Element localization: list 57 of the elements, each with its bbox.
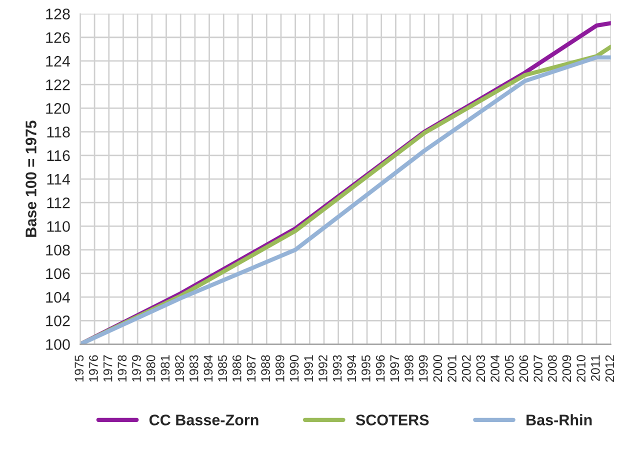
x-tick-label: 1978 xyxy=(118,355,127,382)
y-axis-title: Base 100 = 1975 xyxy=(26,120,36,237)
x-tick-label: 2010 xyxy=(576,355,586,382)
x-tick-label: 1996 xyxy=(376,355,385,382)
x-tick-label: 1993 xyxy=(332,355,342,382)
y-tick-label: 118 xyxy=(47,126,70,138)
x-tick-label: 1982 xyxy=(175,355,184,382)
y-tick-label: 108 xyxy=(46,244,70,256)
y-tick-label: 124 xyxy=(46,56,70,67)
legend-label: CC Basse-Zorn xyxy=(149,414,258,426)
x-tick-label: 1989 xyxy=(275,355,284,382)
x-tick-label: 1981 xyxy=(160,355,170,382)
y-tick-label: 126 xyxy=(46,32,70,44)
x-tick-label: 2002 xyxy=(462,355,471,382)
x-tick-label: 1975 xyxy=(74,355,84,382)
y-tick-label: 128 xyxy=(46,8,70,20)
x-tick-label: 1999 xyxy=(418,355,428,382)
y-tick-label: 120 xyxy=(46,103,70,114)
x-tick-label: 1979 xyxy=(132,355,141,382)
x-tick-label: 1983 xyxy=(189,355,198,382)
x-tick-label: 1976 xyxy=(89,355,98,382)
y-tick-label: 114 xyxy=(47,174,70,185)
x-tick-label: 1997 xyxy=(390,355,400,382)
y-tick-label: 122 xyxy=(46,79,70,90)
x-tick-label: 2009 xyxy=(562,355,572,382)
x-tick-label: 1991 xyxy=(304,355,314,382)
x-tick-label: 2000 xyxy=(433,355,442,382)
x-tick-label: 1994 xyxy=(347,355,356,382)
x-tick-label: 2008 xyxy=(548,355,557,382)
x-tick-label: 2011 xyxy=(590,355,600,381)
y-tick-label: 104 xyxy=(46,292,70,303)
y-tick-label: 102 xyxy=(46,316,70,326)
y-tick-label: 110 xyxy=(47,221,70,232)
x-tick-label: 1998 xyxy=(404,355,414,382)
x-tick-label: 1988 xyxy=(261,355,270,382)
x-tick-label: 2006 xyxy=(519,355,528,382)
x-tick-label: 1985 xyxy=(218,355,227,382)
x-tick-label: 2012 xyxy=(605,355,614,382)
legend-label: Bas-Rhin xyxy=(526,414,592,426)
x-tick-label: 1992 xyxy=(318,355,328,382)
x-tick-label: 2003 xyxy=(476,355,486,382)
legend-label: SCOTERS xyxy=(356,414,429,426)
y-tick-label: 106 xyxy=(46,268,70,280)
x-tick-label: 1980 xyxy=(146,355,156,382)
x-tick-label: 2005 xyxy=(504,355,514,382)
x-tick-label: 2007 xyxy=(534,355,542,382)
x-tick-label: 1987 xyxy=(246,355,256,382)
x-tick-label: 1977 xyxy=(103,355,112,382)
y-tick-label: 116 xyxy=(47,150,70,162)
x-tick-label: 1990 xyxy=(290,355,299,382)
y-tick-label: 112 xyxy=(47,197,70,208)
x-tick-label: 2001 xyxy=(448,355,456,382)
x-tick-label: 1984 xyxy=(204,355,213,382)
x-tick-label: 2004 xyxy=(490,355,500,382)
x-tick-label: 1986 xyxy=(232,355,242,382)
y-tick-label: 100 xyxy=(46,339,70,350)
x-tick-label: 1995 xyxy=(362,355,370,382)
